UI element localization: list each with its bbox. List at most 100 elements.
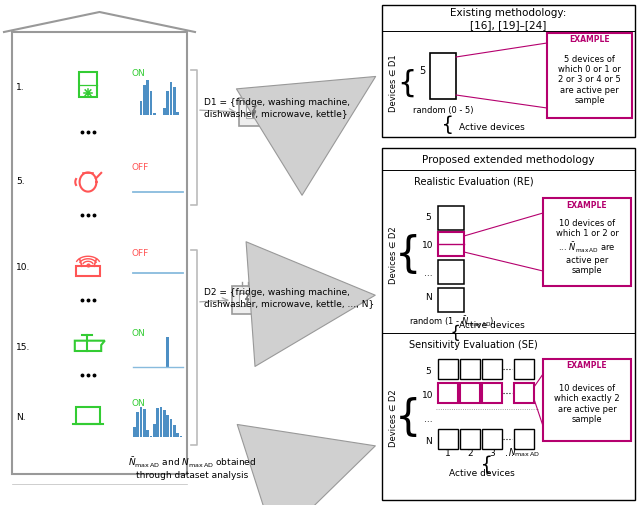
Bar (438, 383, 458, 403)
Text: 10: 10 (422, 241, 434, 250)
Bar (282, 115, 284, 126)
Text: 1: 1 (445, 448, 451, 458)
Text: 10 devices of
which exactly 2
are active per
sample: 10 devices of which exactly 2 are active… (554, 384, 620, 424)
Bar (310, 117, 313, 126)
Bar (438, 429, 458, 449)
Text: 10 devices of
which 1 or 2 or
... $\bar{N}_{\mathrm{max\,AD}}$ are
active per
sa: 10 devices of which 1 or 2 or ... $\bar{… (556, 219, 618, 275)
Bar (294, 125, 297, 126)
Text: ON: ON (132, 69, 146, 77)
Text: {: { (395, 234, 421, 276)
Bar (460, 383, 480, 403)
Bar (292, 297, 295, 318)
Bar (147, 80, 149, 115)
Bar (543, 198, 631, 286)
Text: Active devices: Active devices (449, 469, 515, 478)
Text: D2 = {fridge, washing machine,
dishwasher, microwave, kettle, ..., N}: D2 = {fridge, washing machine, dishwashe… (204, 288, 374, 308)
Text: 15.: 15. (16, 342, 30, 351)
Bar (482, 359, 502, 379)
Text: 5: 5 (425, 367, 431, 376)
Text: ...: ... (506, 448, 515, 458)
Bar (140, 101, 142, 115)
Text: N: N (424, 293, 431, 302)
Text: Devices ∈ D2: Devices ∈ D2 (390, 389, 399, 447)
Bar (143, 409, 146, 437)
Bar (291, 114, 294, 126)
Text: 5: 5 (425, 214, 431, 223)
Text: EXAMPLE: EXAMPLE (566, 200, 607, 210)
Bar (153, 113, 156, 115)
Bar (438, 232, 464, 256)
Text: Active devices: Active devices (459, 321, 525, 330)
Text: Sensitivity Evaluation (SE): Sensitivity Evaluation (SE) (409, 340, 538, 350)
Text: ON: ON (132, 398, 146, 408)
Bar (278, 124, 281, 126)
Bar (382, 148, 635, 500)
Bar (482, 383, 502, 403)
Bar (150, 90, 152, 115)
Text: 5.: 5. (16, 177, 24, 186)
Bar (276, 313, 279, 318)
Text: 1.: 1. (16, 82, 24, 91)
Text: Devices ∈ D1: Devices ∈ D1 (390, 54, 399, 112)
Text: EXAMPLE: EXAMPLE (566, 362, 607, 371)
Text: 10: 10 (422, 390, 434, 399)
Bar (170, 82, 172, 115)
Text: OFF: OFF (132, 164, 149, 173)
Bar (147, 429, 149, 437)
Bar (239, 98, 271, 126)
Bar (382, 5, 635, 137)
Bar (163, 410, 166, 437)
Text: OFF: OFF (132, 248, 149, 258)
Bar (156, 408, 159, 437)
Text: N: N (424, 436, 431, 445)
Bar (177, 112, 179, 115)
Bar (288, 104, 291, 126)
Bar (76, 266, 100, 276)
Bar (304, 106, 307, 126)
Text: ...: ... (424, 269, 432, 278)
Bar (140, 407, 142, 437)
Bar (150, 435, 152, 437)
Text: Realistic Evaluation (RE): Realistic Evaluation (RE) (413, 177, 533, 187)
Bar (543, 359, 631, 441)
Bar (136, 412, 139, 437)
Bar (133, 427, 136, 437)
Bar (285, 105, 287, 126)
Text: }: } (476, 453, 488, 473)
Text: EXAMPLE: EXAMPLE (569, 35, 610, 44)
Text: {: { (395, 397, 421, 439)
Bar (438, 359, 458, 379)
Text: Devices ∈ D2: Devices ∈ D2 (390, 226, 399, 284)
Text: Active devices: Active devices (459, 123, 525, 132)
Bar (460, 359, 480, 379)
Bar (284, 296, 287, 318)
Bar (307, 105, 310, 126)
Bar (79, 72, 97, 97)
Bar (514, 383, 534, 403)
Text: }: } (447, 321, 458, 339)
Text: Proposed extended methodology: Proposed extended methodology (422, 155, 595, 165)
Bar (460, 429, 480, 449)
Bar (173, 425, 176, 437)
Bar (232, 286, 264, 314)
Bar (438, 288, 464, 312)
Bar (166, 337, 169, 367)
Bar (246, 105, 264, 118)
Text: $N_{\mathrm{max\,AD}}$: $N_{\mathrm{max\,AD}}$ (508, 447, 540, 459)
Bar (163, 108, 166, 115)
Bar (166, 415, 169, 437)
Text: ...: ... (424, 415, 432, 424)
Text: D1 = {fridge, washing machine,
dishwasher, microwave, kettle}: D1 = {fridge, washing machine, dishwashe… (204, 98, 350, 118)
Text: 3: 3 (489, 448, 495, 458)
Bar (143, 85, 146, 115)
Text: Existing methodology:
[16], [19]–[24]: Existing methodology: [16], [19]–[24] (451, 8, 566, 30)
Bar (159, 407, 163, 437)
Text: ON: ON (132, 328, 146, 337)
Text: 5 devices of
which 0 or 1 or
2 or 3 or 4 or 5
are active per
sample: 5 devices of which 0 or 1 or 2 or 3 or 4… (558, 55, 621, 106)
Bar (430, 53, 456, 99)
Bar (12, 32, 187, 474)
Bar (296, 316, 300, 318)
Text: random (0 - 5): random (0 - 5) (413, 107, 473, 116)
Text: 5: 5 (419, 66, 425, 76)
Text: }: } (436, 114, 449, 132)
